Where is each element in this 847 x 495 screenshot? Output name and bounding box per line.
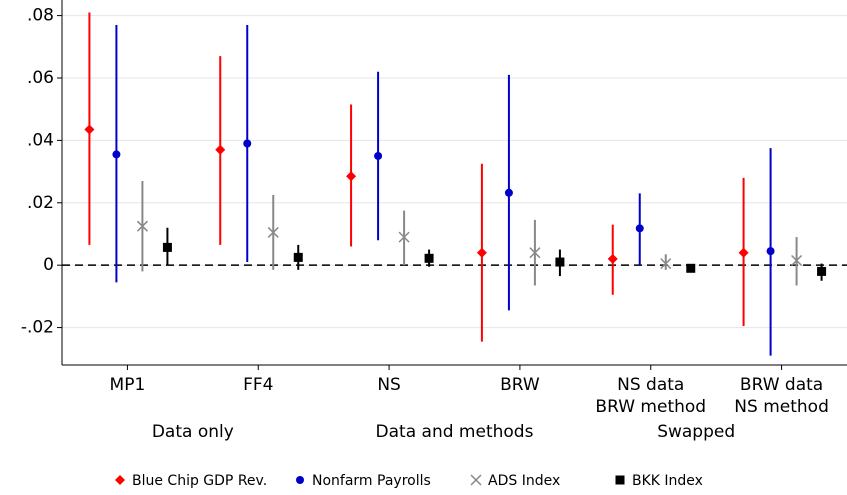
point: [398, 231, 410, 243]
point: [293, 252, 303, 262]
point: [738, 247, 749, 258]
point: [267, 226, 279, 238]
point: [791, 254, 803, 267]
group-label: Data only: [152, 422, 234, 442]
point: [162, 242, 172, 252]
legend-marker: [296, 476, 304, 484]
point: [243, 139, 252, 148]
legend-label: BKK Index: [632, 473, 703, 489]
y-tick-label: .02: [27, 193, 54, 213]
y-tick-label: .08: [27, 6, 54, 26]
point: [346, 171, 357, 182]
point: [555, 257, 565, 267]
legend-label: Blue Chip GDP Rev.: [132, 473, 267, 489]
legend-label: ADS Index: [488, 473, 560, 489]
y-tick-label: 0: [43, 255, 54, 275]
point: [607, 253, 618, 264]
x-tick-label: MP1: [110, 375, 146, 395]
point: [476, 247, 487, 258]
legend-marker: [470, 474, 482, 486]
legend-marker: [115, 475, 125, 485]
point: [84, 124, 95, 135]
legend-label: Nonfarm Payrolls: [312, 473, 431, 489]
point: [635, 224, 644, 233]
group-label: Swapped: [657, 422, 735, 442]
point: [529, 247, 541, 259]
legend-marker: [615, 475, 625, 485]
point: [504, 188, 513, 197]
point: [766, 247, 775, 256]
point: [136, 220, 148, 232]
point: [424, 253, 434, 263]
x-tick-label: BRW: [500, 375, 540, 395]
point: [374, 151, 383, 160]
point: [817, 266, 827, 276]
group-label: Data and methods: [376, 422, 534, 442]
x-tick-label: FF4: [243, 375, 273, 395]
point: [112, 150, 121, 159]
y-tick-label: .06: [27, 68, 54, 88]
point: [660, 258, 672, 270]
x-tick-label: NS: [377, 375, 401, 395]
point: [686, 263, 696, 273]
y-tick-label: .04: [27, 130, 54, 150]
point: [215, 144, 226, 155]
x-tick-label: NS data BRW method: [595, 375, 706, 417]
y-tick-label: -.02: [21, 318, 54, 338]
x-tick-label: BRW data NS method: [734, 375, 829, 417]
